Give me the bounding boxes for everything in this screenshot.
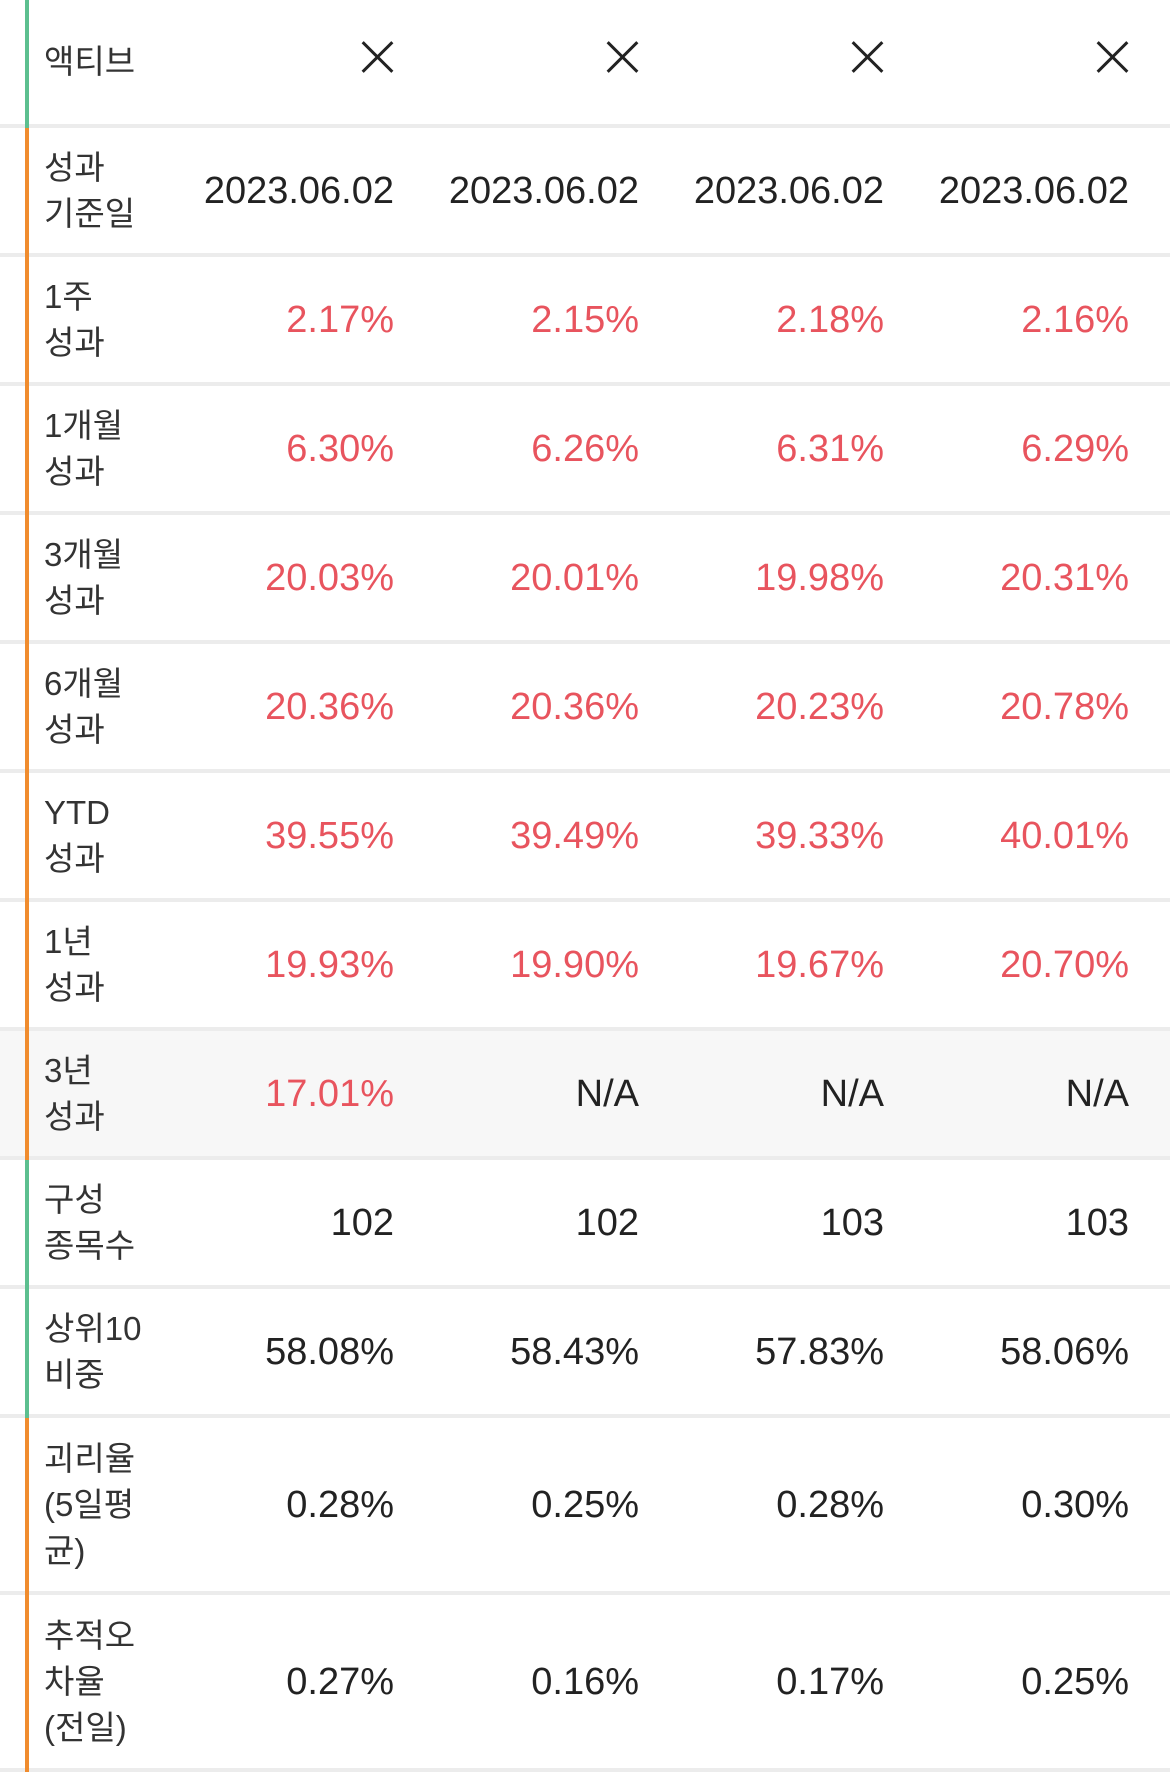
row-label: 1개월 성과 (44, 406, 124, 490)
remove-column-2-button[interactable] (394, 39, 639, 85)
table-cell: 6.30% (286, 427, 394, 470)
table-cell: 2023.06.02 (448, 169, 639, 212)
table-cell: 103 (820, 1201, 884, 1244)
row-label: 6개월 성과 (44, 664, 124, 748)
table-row: 구성 종목수 102 102 103 103 (0, 1160, 1170, 1289)
row-accent-bar (25, 1160, 29, 1289)
table-cell: 0.16% (531, 1660, 639, 1703)
table-cell: 39.33% (755, 814, 884, 857)
row-label: YTD 성과 (44, 793, 110, 877)
table-cell: 0.28% (286, 1483, 394, 1526)
table-cell: 0.25% (531, 1483, 639, 1526)
table-cell: 20.01% (510, 556, 639, 599)
table-row: YTD 성과 39.55% 39.49% 39.33% 40.01% (0, 773, 1170, 902)
table-cell: 0.27% (286, 1660, 394, 1703)
table-cell: 103 (1065, 1201, 1129, 1244)
table-cell: 57.83% (755, 1330, 884, 1373)
table-row: 1년 성과 19.93% 19.90% 19.67% 20.70% (0, 902, 1170, 1031)
table-cell: 20.03% (265, 556, 394, 599)
row-label: 1년 성과 (44, 922, 105, 1006)
remove-column-4-button[interactable] (884, 39, 1129, 85)
row-accent-bar (25, 1418, 29, 1595)
table-cell: 102 (575, 1201, 639, 1244)
row-label: 구성 종목수 (44, 1180, 136, 1264)
table-cell: 2.15% (531, 298, 639, 341)
table-cell: 20.78% (1000, 685, 1129, 728)
table-cell: 2023.06.02 (203, 169, 394, 212)
table-cell: 2.18% (776, 298, 884, 341)
table-cell: 6.29% (1021, 427, 1129, 470)
table-cell: 39.55% (265, 814, 394, 857)
table-cell: N/A (1065, 1072, 1129, 1115)
row-accent-bar (25, 257, 29, 386)
table-cell: 58.08% (265, 1330, 394, 1373)
table-cell: 2.16% (1021, 298, 1129, 341)
table-cell: 20.36% (510, 685, 639, 728)
table-cell: 40.01% (1000, 814, 1129, 857)
table-row: 6개월 성과 20.36% 20.36% 20.23% 20.78% (0, 644, 1170, 773)
remove-column-1-button[interactable] (194, 39, 394, 85)
table-cell: 2023.06.02 (693, 169, 884, 212)
close-icon (850, 40, 884, 74)
row-label: 성과 기준일 (44, 148, 136, 232)
table-cell: 102 (330, 1201, 394, 1244)
table-row: 3개월 성과 20.03% 20.01% 19.98% 20.31% (0, 515, 1170, 644)
row-accent-bar (25, 1289, 29, 1418)
row-accent-bar (25, 386, 29, 515)
row-label: 상위10 비중 (44, 1309, 142, 1393)
table-row: 성과 기준일 2023.06.02 2023.06.02 2023.06.02 … (0, 128, 1170, 257)
table-cell: 0.25% (1021, 1660, 1129, 1703)
table-cell: 20.23% (755, 685, 884, 728)
row-label: 추적오 차율 (전일) (44, 1616, 136, 1746)
header-row: 액티브 (0, 0, 1170, 128)
table-cell: 0.28% (776, 1483, 884, 1526)
table-cell: 2023.06.02 (938, 169, 1129, 212)
table-cell: 19.90% (510, 943, 639, 986)
table-cell: 19.67% (755, 943, 884, 986)
table-row: 3년 성과 17.01% N/A N/A N/A (0, 1031, 1170, 1160)
row-label: 괴리율 (5일평 균) (44, 1439, 136, 1569)
table-cell: 19.93% (265, 943, 394, 986)
close-icon (360, 40, 394, 74)
row-accent-bar (25, 128, 29, 257)
row-accent-bar (25, 1031, 29, 1160)
row-label: 3개월 성과 (44, 535, 124, 619)
table-cell: 0.30% (1021, 1483, 1129, 1526)
row-accent-bar (25, 515, 29, 644)
table-cell: 6.31% (776, 427, 884, 470)
table-row: 괴리율 (5일평 균) 0.28% 0.25% 0.28% 0.30% (0, 1418, 1170, 1595)
table-cell: 58.43% (510, 1330, 639, 1373)
table-cell: 20.31% (1000, 556, 1129, 599)
table-row: 추적오 차율 (전일) 0.27% 0.16% 0.17% 0.25% (0, 1595, 1170, 1772)
row-label: 3년 성과 (44, 1051, 105, 1135)
row-accent-bar (25, 1595, 29, 1772)
remove-buttons (194, 39, 1170, 85)
table-cell: 19.98% (755, 556, 884, 599)
row-label: 액티브 (44, 43, 136, 80)
row-label: 1주 성과 (44, 277, 105, 361)
table-cell: 2.17% (286, 298, 394, 341)
close-icon (1095, 40, 1129, 74)
table-cell: 39.49% (510, 814, 639, 857)
row-accent-bar (25, 0, 29, 128)
remove-column-3-button[interactable] (639, 39, 884, 85)
table-cell: 20.70% (1000, 943, 1129, 986)
row-accent-bar (25, 644, 29, 773)
table-row: 상위10 비중 58.08% 58.43% 57.83% 58.06% (0, 1289, 1170, 1418)
table-cell: N/A (820, 1072, 884, 1115)
close-icon (605, 40, 639, 74)
table-cell: N/A (575, 1072, 639, 1115)
table-row: 1개월 성과 6.30% 6.26% 6.31% 6.29% (0, 386, 1170, 515)
table-cell: 58.06% (1000, 1330, 1129, 1373)
table-cell: 0.17% (776, 1660, 884, 1703)
table-row: 1주 성과 2.17% 2.15% 2.18% 2.16% (0, 257, 1170, 386)
table-cell: 17.01% (265, 1072, 394, 1115)
table-cell: 20.36% (265, 685, 394, 728)
row-accent-bar (25, 773, 29, 902)
row-accent-bar (25, 902, 29, 1031)
table-cell: 6.26% (531, 427, 639, 470)
